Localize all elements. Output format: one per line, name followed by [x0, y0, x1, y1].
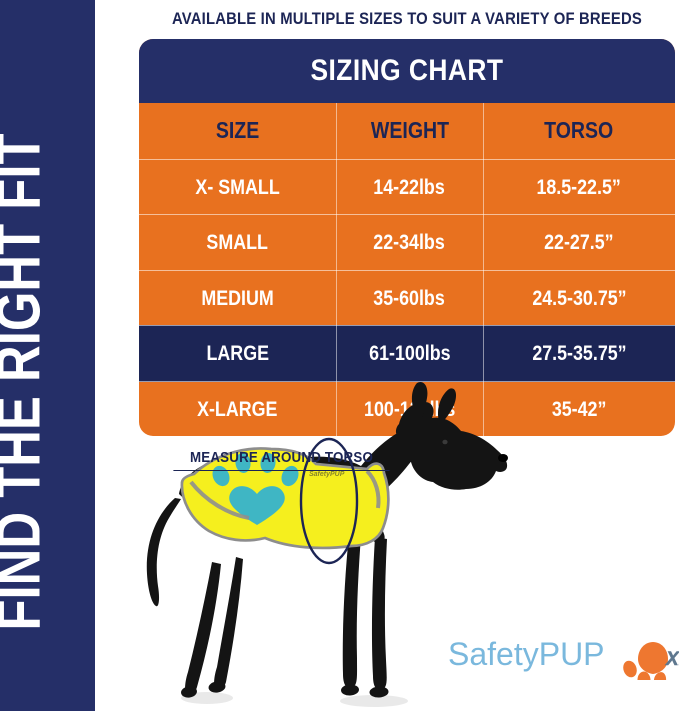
svg-text:SafetyPUP: SafetyPUP: [309, 471, 345, 478]
svg-text:XD: XD: [665, 649, 679, 670]
svg-text:SafetyPUP: SafetyPUP: [448, 636, 605, 672]
